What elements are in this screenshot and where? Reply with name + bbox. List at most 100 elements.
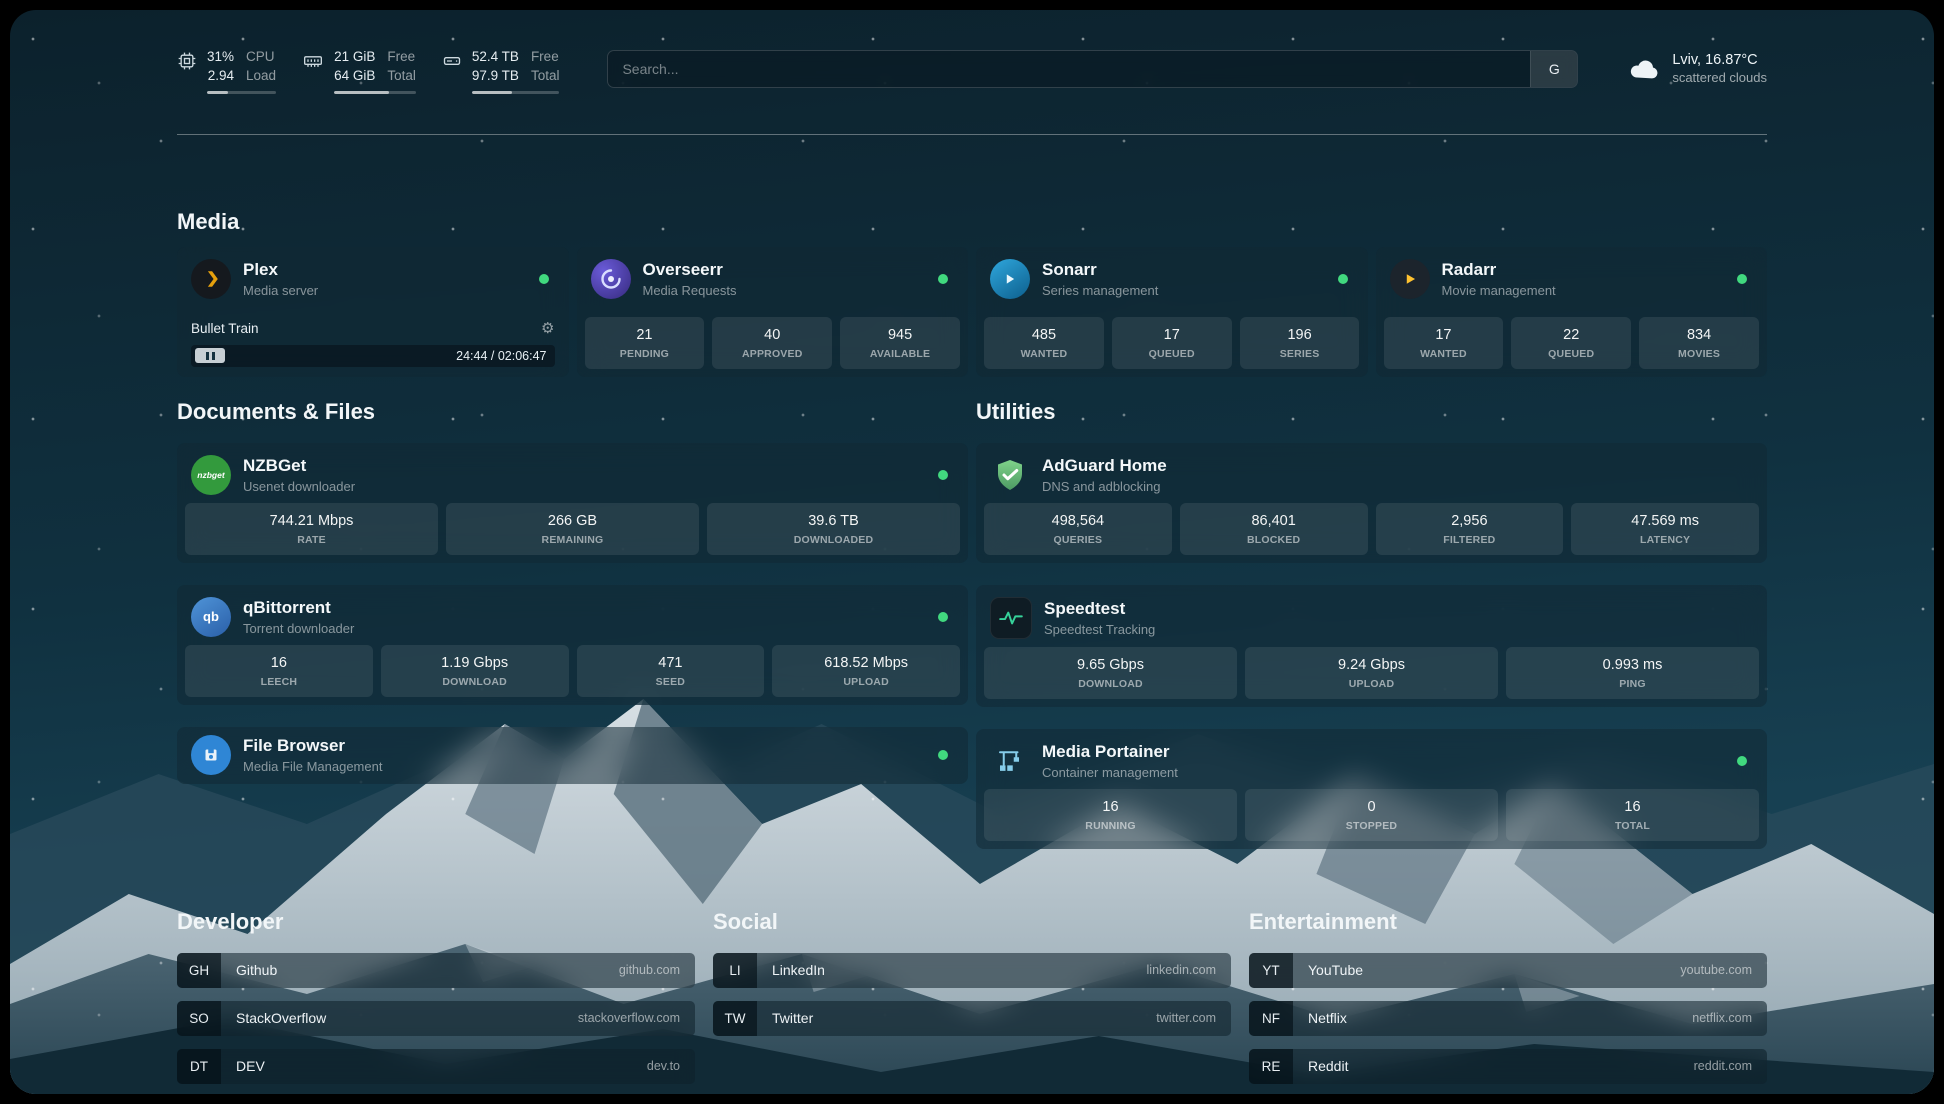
service-radarr-link[interactable]: Radarr Movie management	[1384, 255, 1760, 307]
disk-free-value: 52.4 TB	[471, 49, 519, 64]
bookmark-name: YouTube	[1308, 962, 1364, 979]
search-input[interactable]	[608, 51, 1531, 87]
stat-label: LEECH	[260, 675, 298, 688]
service-adguard-link[interactable]: AdGuard Home DNS and adblocking	[984, 451, 1759, 503]
stat-value: 266 GB	[547, 512, 598, 529]
stat-label: BLOCKED	[1246, 533, 1301, 546]
bookmark-youtube[interactable]: YT YouTube youtube.com	[1249, 952, 1767, 988]
service-card-radarr: Radarr Movie management 17 WANTED 22 QUE…	[1375, 246, 1767, 377]
bookmark-name: Netflix	[1308, 1010, 1347, 1027]
service-name: NZBGet	[243, 455, 307, 475]
playback-progress-bar[interactable]: 24:44 / 02:06:47	[191, 344, 555, 367]
service-card-overseerr: Overseerr Media Requests 21 PENDING 40 A…	[576, 246, 968, 377]
pause-button[interactable]	[195, 348, 225, 364]
memory-widget: 21 GiB 64 GiB Free Total	[302, 48, 416, 94]
stat-rate: 744.21 Mbps RATE	[185, 502, 438, 555]
stat-downloaded: 39.6 TB DOWNLOADED	[707, 502, 960, 555]
stat-value: 16	[1624, 798, 1641, 815]
service-name: Sonarr	[1042, 259, 1097, 279]
bookmark-abbr: DT	[177, 1048, 221, 1084]
bookmark-reddit[interactable]: RE Reddit reddit.com	[1249, 1048, 1767, 1084]
service-overseerr-link[interactable]: Overseerr Media Requests	[585, 255, 961, 307]
service-filebrowser-link[interactable]: File Browser Media File Management	[185, 735, 960, 776]
bookmark-group-developer: Developer GH Github github.com SO StackO…	[177, 909, 695, 1084]
qbittorrent-icon: qb	[191, 596, 231, 637]
service-portainer-link[interactable]: Media Portainer Container management	[984, 737, 1759, 789]
adguard-icon	[990, 455, 1030, 495]
bookmark-group-title: Social	[713, 908, 778, 934]
bookmark-abbr: SO	[177, 1000, 221, 1036]
stat-label: QUEUED	[1548, 347, 1595, 360]
bookmark-github[interactable]: GH Github github.com	[177, 952, 695, 988]
weather-location-temp: Lviv, 16.87°C	[1672, 52, 1758, 68]
service-subtitle: Torrent downloader	[243, 620, 355, 636]
bookmarks: Developer GH Github github.com SO StackO…	[177, 909, 1767, 1084]
stat-label: SEED	[655, 675, 686, 688]
service-speedtest-link[interactable]: Speedtest Speedtest Tracking	[984, 593, 1759, 647]
stat-label: AVAILABLE	[869, 347, 931, 360]
section-documents: Documents & Files nzbget NZBGet Usenet d…	[177, 399, 968, 849]
service-sonarr-link[interactable]: Sonarr Series management	[984, 255, 1360, 307]
cpu-usage-value: 31%	[207, 49, 235, 64]
speedtest-icon	[990, 596, 1032, 639]
bookmark-netflix[interactable]: NF Netflix netflix.com	[1249, 1000, 1767, 1036]
weather-widget: Lviv, 16.87°C scattered clouds	[1628, 52, 1767, 85]
bookmark-domain: dev.to	[646, 1059, 680, 1074]
stat-wanted: 17 WANTED	[1383, 316, 1504, 369]
plex-now-playing: Bullet Train ⚙ 24:44 / 02:06:47	[185, 321, 561, 369]
bookmark-linkedin[interactable]: LI LinkedIn linkedin.com	[713, 952, 1231, 988]
search-provider-button[interactable]: G	[1530, 51, 1578, 87]
section-title-media: Media	[177, 208, 240, 234]
settings-gear-icon[interactable]: ⚙	[541, 319, 555, 337]
stat-stopped: 0 STOPPED	[1245, 788, 1498, 841]
stat-download: 9.65 Gbps DOWNLOAD	[984, 646, 1237, 699]
stat-label: REMAINING	[541, 533, 604, 546]
service-plex-link[interactable]: Plex Media server	[185, 255, 561, 307]
stat-value: 9.24 Gbps	[1338, 656, 1405, 673]
stat-value: 16	[1102, 798, 1119, 815]
service-name: qBittorrent	[243, 597, 331, 617]
stat-value: 0	[1367, 798, 1376, 815]
portainer-icon	[990, 741, 1030, 781]
bookmark-group-title: Entertainment	[1249, 908, 1397, 934]
service-qbittorrent-link[interactable]: qb qBittorrent Torrent downloader	[185, 593, 960, 645]
cpu-icon	[178, 52, 196, 70]
bookmark-name: DEV	[236, 1058, 265, 1075]
stat-value: 1.19 Gbps	[441, 654, 509, 671]
cpu-meter	[207, 90, 277, 94]
service-nzbget-link[interactable]: nzbget NZBGet Usenet downloader	[185, 451, 960, 503]
stat-pending: 21 PENDING	[584, 316, 705, 369]
filebrowser-icon	[191, 735, 231, 776]
stat-value: 744.21 Mbps	[269, 512, 354, 529]
service-card-qbittorrent: qb qBittorrent Torrent downloader 16	[177, 584, 968, 705]
search-bar: G	[607, 50, 1579, 88]
stat-value: 0.993 ms	[1602, 656, 1663, 673]
stat-leech: 16 LEECH	[185, 644, 373, 697]
stat-label: SERIES	[1279, 347, 1320, 360]
bookmark-domain: youtube.com	[1680, 963, 1752, 978]
bookmark-stackoverflow[interactable]: SO StackOverflow stackoverflow.com	[177, 1000, 695, 1036]
cloud-icon	[1631, 60, 1658, 79]
stat-label: STOPPED	[1345, 819, 1398, 832]
cpu-label: CPU	[246, 49, 275, 64]
bookmark-twitter[interactable]: TW Twitter twitter.com	[713, 1000, 1231, 1036]
service-subtitle: Usenet downloader	[243, 478, 356, 494]
bookmark-dev[interactable]: DT DEV dev.to	[177, 1048, 695, 1084]
bookmark-abbr: TW	[713, 1000, 757, 1036]
cpu-load-label: Load	[246, 67, 277, 83]
stat-value: 498,564	[1051, 512, 1105, 529]
stat-value: 86,401	[1251, 512, 1296, 529]
stat-seed: 471 SEED	[576, 644, 765, 697]
stat-value: 618.52 Mbps	[824, 654, 909, 671]
stat-value: 17	[1435, 326, 1452, 343]
stat-ping: 0.993 ms PING	[1506, 646, 1759, 699]
service-card-portainer: Media Portainer Container management 16 …	[976, 728, 1767, 849]
section-title-utilities: Utilities	[976, 398, 1056, 424]
stat-value: 40	[764, 326, 781, 343]
stat-label: APPROVED	[741, 347, 803, 360]
overseerr-icon	[590, 258, 631, 299]
plex-icon	[191, 258, 231, 299]
bookmark-abbr: NF	[1249, 1000, 1293, 1036]
stat-value: 17	[1163, 326, 1180, 343]
stat-queued: 17 QUEUED	[1111, 316, 1232, 369]
